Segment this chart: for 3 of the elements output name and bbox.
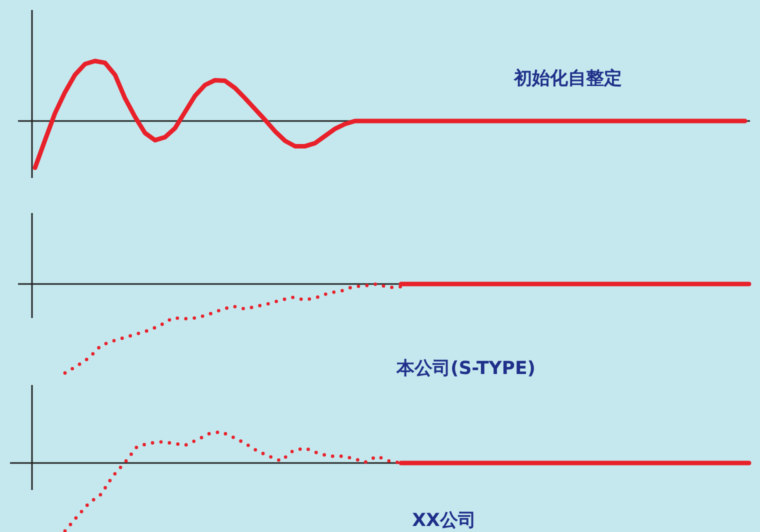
text: XX公司 (412, 510, 476, 531)
text: 本公司(S-TYPE) (395, 358, 536, 379)
chart-title: 初始化自整定 (513, 68, 622, 89)
